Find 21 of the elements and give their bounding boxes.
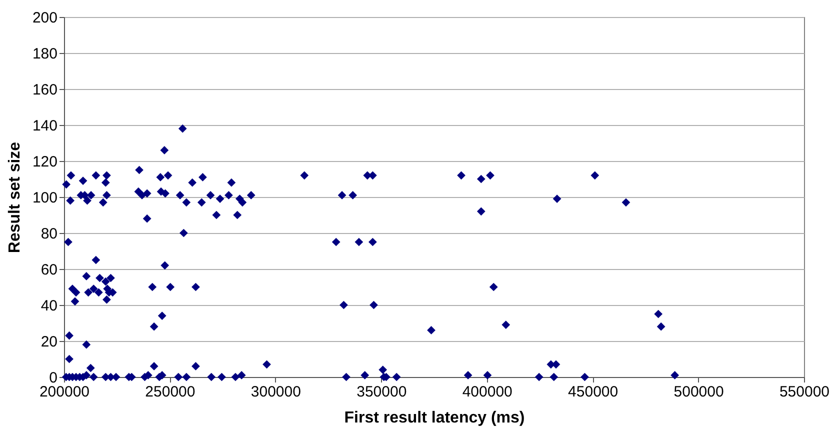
y-tick-label: 160 (32, 82, 58, 98)
y-axis-title: Result set size (6, 142, 24, 254)
y-tick-label: 0 (49, 370, 58, 386)
y-tick-label: 180 (32, 46, 58, 62)
x-tick-label: 500000 (674, 384, 724, 400)
y-tick-label: 60 (40, 262, 58, 278)
x-tick-label: 550000 (779, 384, 830, 400)
y-tick-label: 80 (40, 226, 58, 242)
x-tick-label: 200000 (39, 384, 90, 400)
y-tick-label: 20 (40, 334, 58, 350)
x-tick-label: 300000 (250, 384, 301, 400)
x-tick-label: 350000 (356, 384, 407, 400)
y-tick-label: 40 (40, 298, 58, 314)
x-axis-title: First result latency (ms) (344, 410, 525, 426)
y-tick-label: 120 (32, 154, 58, 170)
x-tick-label: 250000 (145, 384, 196, 400)
x-tick-label: 450000 (568, 384, 618, 400)
y-tick-label: 100 (32, 190, 58, 206)
y-tick-label: 140 (32, 118, 58, 134)
y-tick-label: 200 (32, 10, 58, 26)
x-tick-label: 400000 (462, 384, 512, 400)
